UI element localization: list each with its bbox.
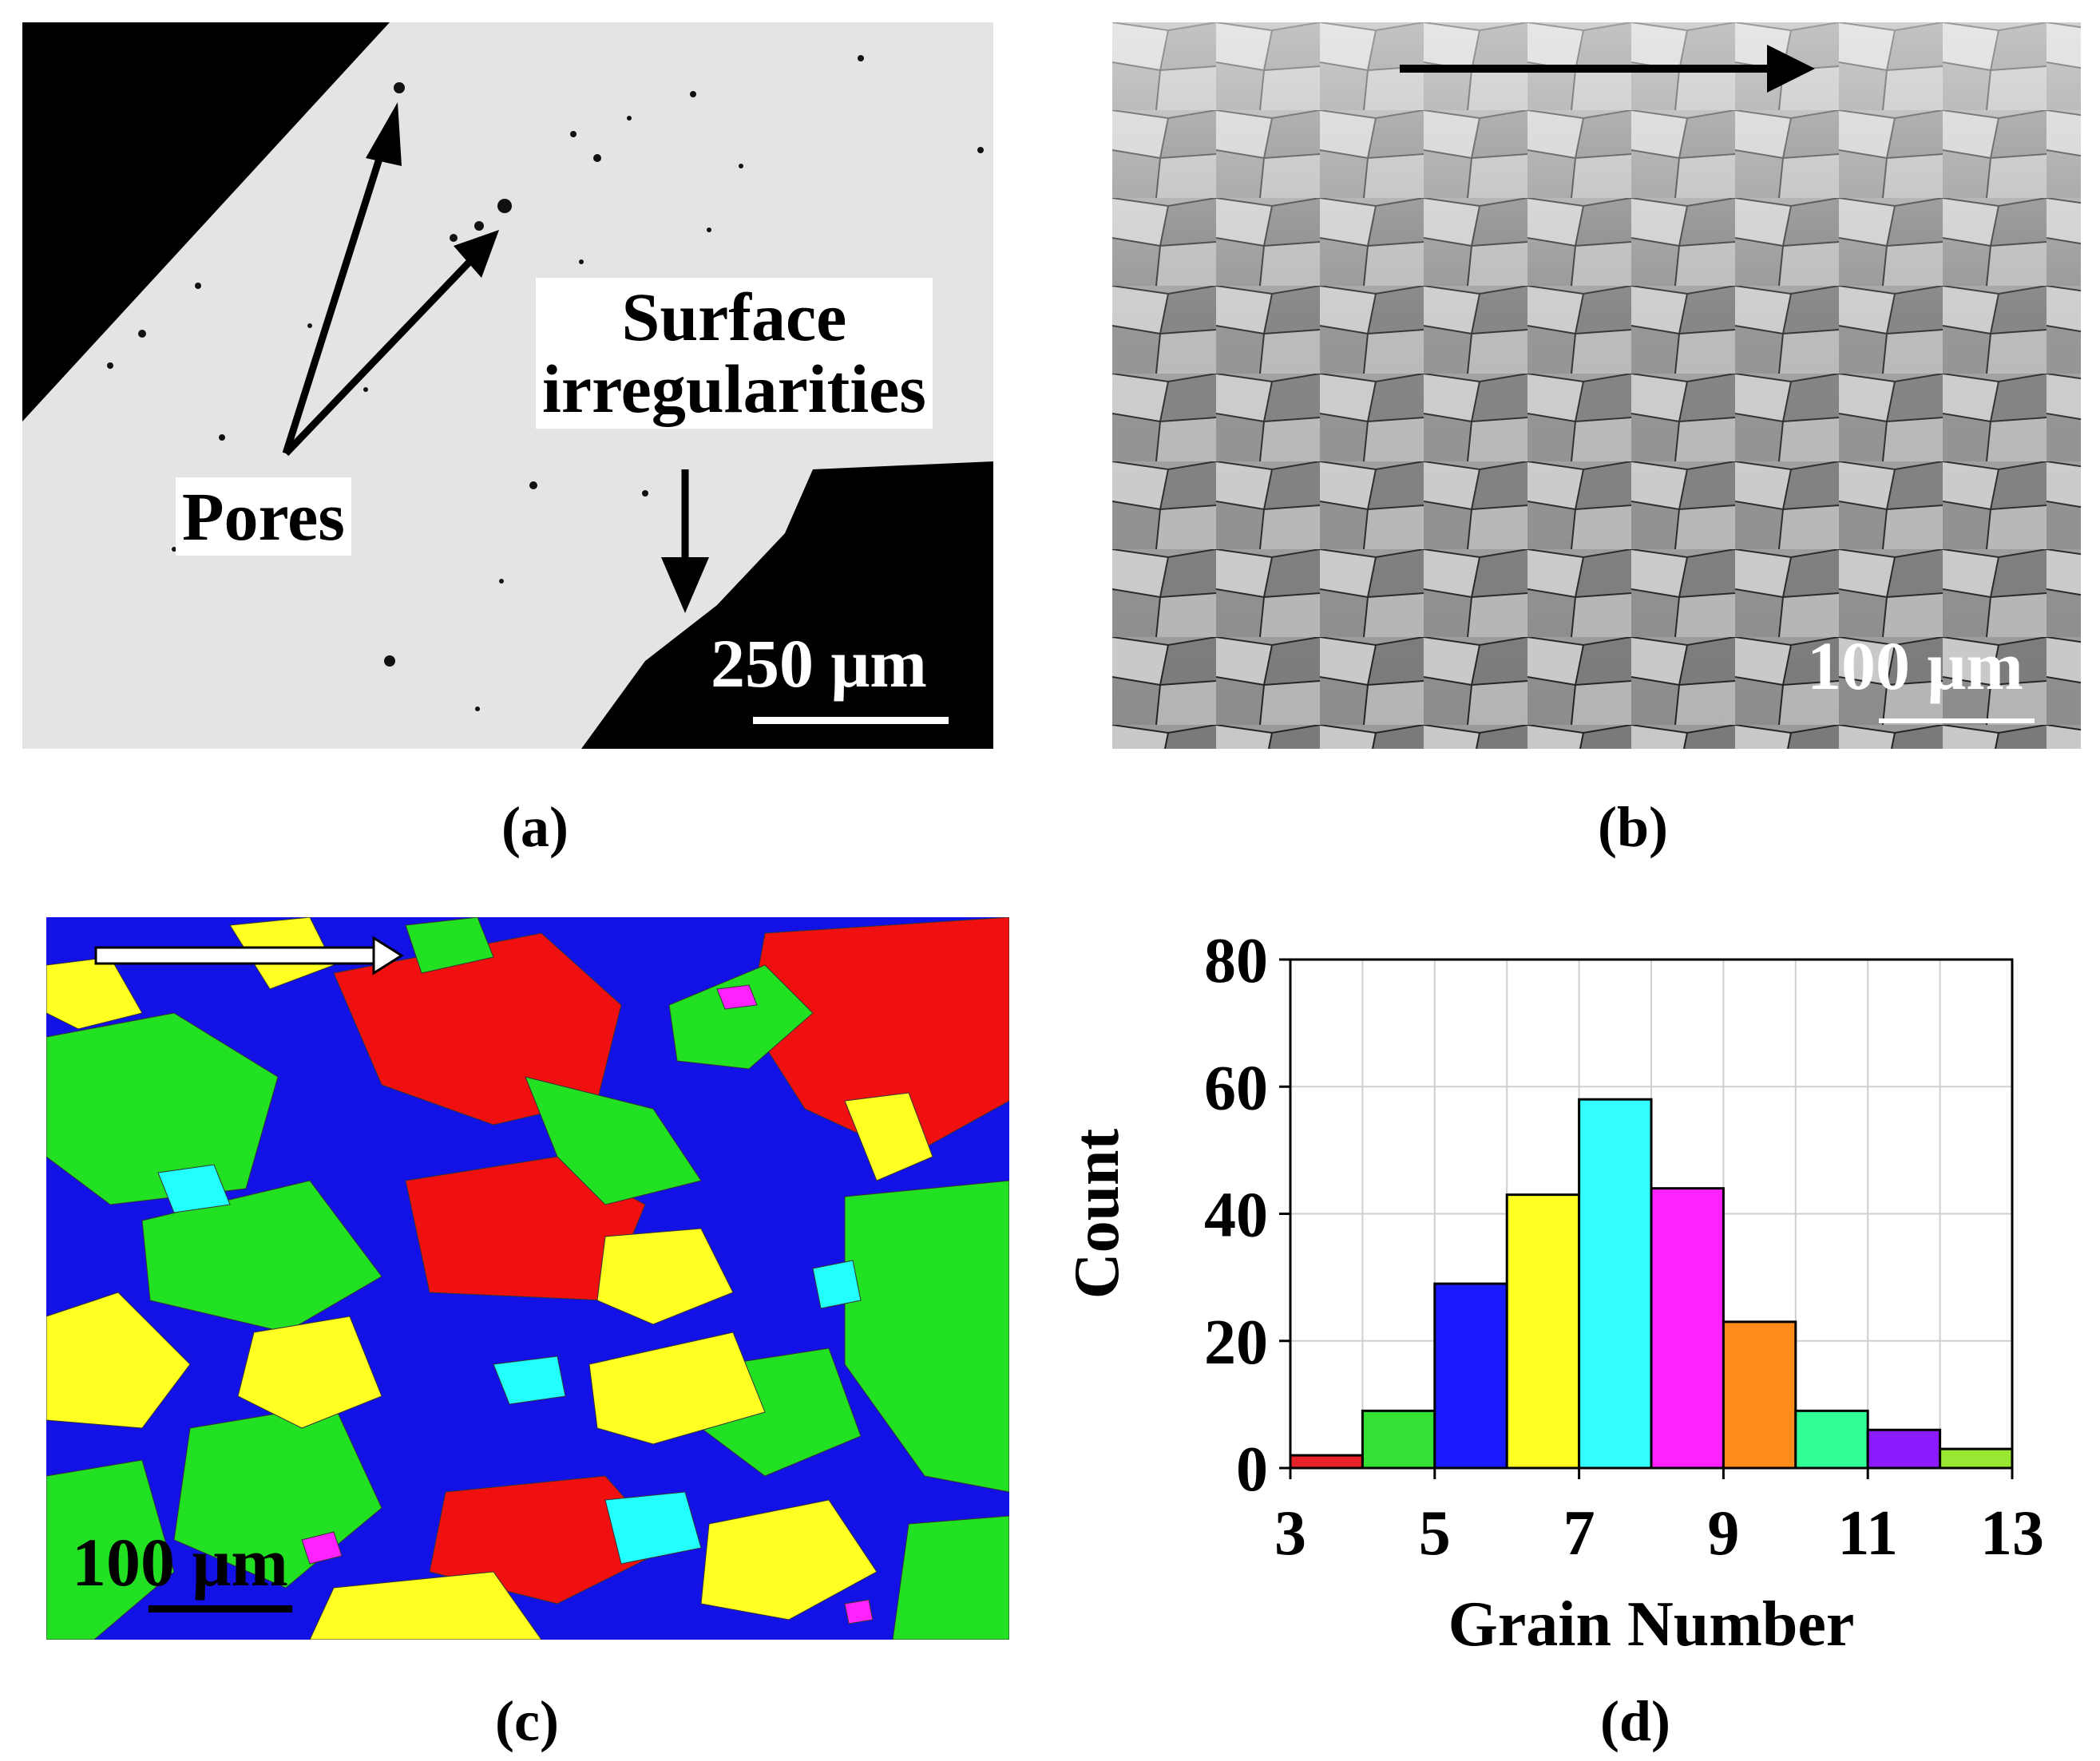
direction-arrow-b-head xyxy=(1767,45,1815,93)
x-axis-label: Grain Number xyxy=(1448,1589,1855,1660)
scale-bar-a-text: 250 μm xyxy=(711,625,927,702)
y-tick-label: 40 xyxy=(1204,1181,1268,1251)
micrograph-b: 100 μm xyxy=(1112,22,2081,749)
surface-irregularities-label: Surface irregularities xyxy=(536,278,933,429)
y-tick-label: 20 xyxy=(1204,1308,1268,1378)
histogram-bar-1 xyxy=(1361,1409,1436,1470)
micrograph-a: Pores Surface irregularities 250 μm xyxy=(22,22,993,749)
arrow-head-surface xyxy=(661,557,709,613)
caption-b: (b) xyxy=(1598,795,1668,859)
histogram-bar-5 xyxy=(1650,1187,1725,1470)
x-tick-label: 11 xyxy=(1837,1498,1898,1569)
mount-region-lower-right xyxy=(581,461,993,749)
ebsd-map-c: 100 μm xyxy=(46,917,1009,1640)
ebsd-map-c-image xyxy=(46,917,1009,1640)
histogram-bar-7 xyxy=(1794,1409,1869,1470)
x-tick-label: 3 xyxy=(1274,1498,1306,1569)
histogram-x-ticks: 3 5 7 9 11 13 xyxy=(1274,1468,2044,1569)
histogram-bar-0 xyxy=(1289,1454,1364,1470)
scale-bar-c-line xyxy=(149,1605,292,1613)
scale-bar-b-line xyxy=(1879,718,2035,723)
y-tick-label: 0 xyxy=(1236,1435,1268,1505)
histogram-d: 3 5 7 9 11 13 0 20 40 60 80 Grain Number Count xyxy=(1054,910,2092,1676)
y-tick-label: 80 xyxy=(1204,926,1268,996)
arrow-head-pore-1 xyxy=(366,102,402,166)
x-tick-label: 13 xyxy=(1980,1498,2044,1569)
histogram-bar-3 xyxy=(1505,1193,1581,1470)
pores-dots xyxy=(107,55,984,711)
histogram-bar-2 xyxy=(1433,1282,1508,1470)
caption-c: (c) xyxy=(495,1689,559,1753)
mount-region-upper-left xyxy=(22,22,390,421)
x-tick-label: 9 xyxy=(1707,1498,1739,1569)
histogram-bar-9 xyxy=(1939,1447,2014,1470)
x-tick-label: 5 xyxy=(1419,1498,1451,1569)
scale-bar-b-text: 100 μm xyxy=(1807,627,2023,704)
caption-a: (a) xyxy=(501,795,569,859)
histogram-y-ticks: 0 20 40 60 80 xyxy=(1204,926,1290,1505)
scale-bar-a-line xyxy=(753,717,949,724)
histogram-bars xyxy=(1289,1098,2014,1470)
histogram-bar-8 xyxy=(1866,1428,1942,1470)
y-tick-label: 60 xyxy=(1204,1053,1268,1123)
micrograph-b-image xyxy=(1112,22,2081,749)
histogram-bar-4 xyxy=(1578,1098,1653,1470)
histogram-d-svg: 3 5 7 9 11 13 0 20 40 60 80 Grain Number Count xyxy=(1062,926,2044,1660)
scale-bar-c-text: 100 μm xyxy=(72,1524,288,1601)
pores-label: Pores xyxy=(176,477,351,556)
y-axis-label: Count xyxy=(1062,1128,1132,1299)
histogram-bar-6 xyxy=(1722,1320,1797,1470)
direction-arrow-c-head xyxy=(372,936,404,975)
direction-arrow-c-line xyxy=(94,946,385,965)
x-tick-label: 7 xyxy=(1563,1498,1595,1569)
arrow-head-pore-2 xyxy=(454,230,499,278)
caption-d: (d) xyxy=(1600,1689,1670,1753)
